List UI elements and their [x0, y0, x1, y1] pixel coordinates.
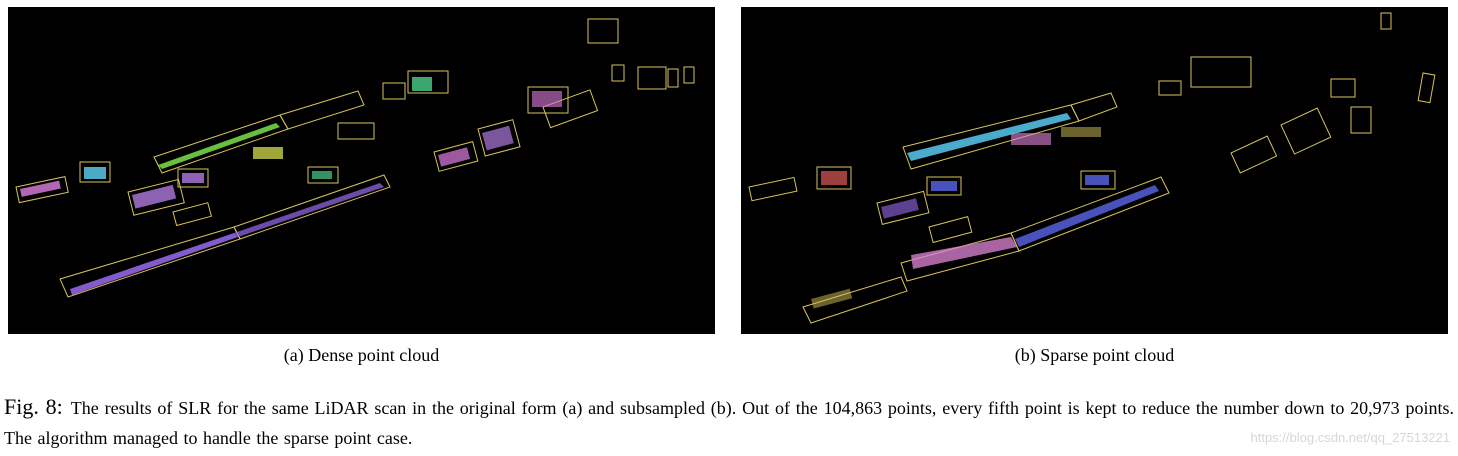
sparse-point-cloud-render — [741, 7, 1448, 334]
bounding-box — [1350, 106, 1372, 134]
bounding-box — [667, 68, 679, 88]
bounding-box — [477, 119, 521, 157]
bounding-box — [407, 70, 449, 94]
bounding-box — [926, 176, 962, 196]
bounding-box — [542, 89, 599, 129]
bounding-box — [279, 90, 365, 130]
bounding-box — [816, 166, 852, 190]
bounding-box — [1230, 135, 1278, 174]
subfigure-caption-a: (a) Dense point cloud — [283, 345, 440, 365]
bounding-box — [527, 86, 569, 114]
bounding-box — [1070, 92, 1118, 122]
figure-caption: Fig. 8: The results of SLR for the same L… — [4, 392, 1454, 453]
bounding-box — [587, 18, 619, 44]
bounding-box — [683, 66, 695, 84]
bounding-box — [79, 161, 111, 183]
subfigure-caption-b: (b) Sparse point cloud — [1014, 345, 1175, 365]
bounding-box — [1417, 72, 1436, 104]
bounding-box — [611, 64, 625, 82]
watermark: https://blog.csdn.net/qq_27513221 — [1250, 430, 1451, 445]
bounding-box — [177, 168, 209, 188]
dense-point-cloud-render — [8, 7, 715, 334]
bounding-box — [433, 141, 479, 172]
figure-label: Fig. 8: — [4, 394, 63, 419]
point-clusters — [20, 77, 562, 295]
bounding-box — [876, 190, 930, 225]
bounding-box — [1190, 56, 1252, 88]
bounding-box — [1330, 78, 1356, 98]
figure-caption-text: The results of SLR for the same LiDAR sc… — [4, 398, 1454, 448]
bounding-box — [307, 166, 339, 184]
point-clusters — [811, 113, 1159, 309]
bounding-box — [748, 176, 798, 202]
bounding-box — [1280, 107, 1332, 155]
bounding-box — [337, 122, 375, 140]
bounding-box — [1380, 12, 1392, 30]
bounding-box — [1080, 170, 1116, 190]
bounding-box — [802, 276, 908, 324]
bounding-box — [1010, 176, 1170, 252]
bounding-box — [127, 178, 185, 216]
bounding-box — [637, 66, 667, 90]
bounding-box — [1158, 80, 1182, 96]
bounding-box — [382, 82, 406, 100]
bounding-box — [928, 216, 973, 244]
dense-point-cloud-image — [8, 7, 715, 334]
sparse-point-cloud-image — [741, 7, 1448, 334]
bounding-box — [172, 202, 213, 227]
bounding-box — [15, 176, 69, 204]
